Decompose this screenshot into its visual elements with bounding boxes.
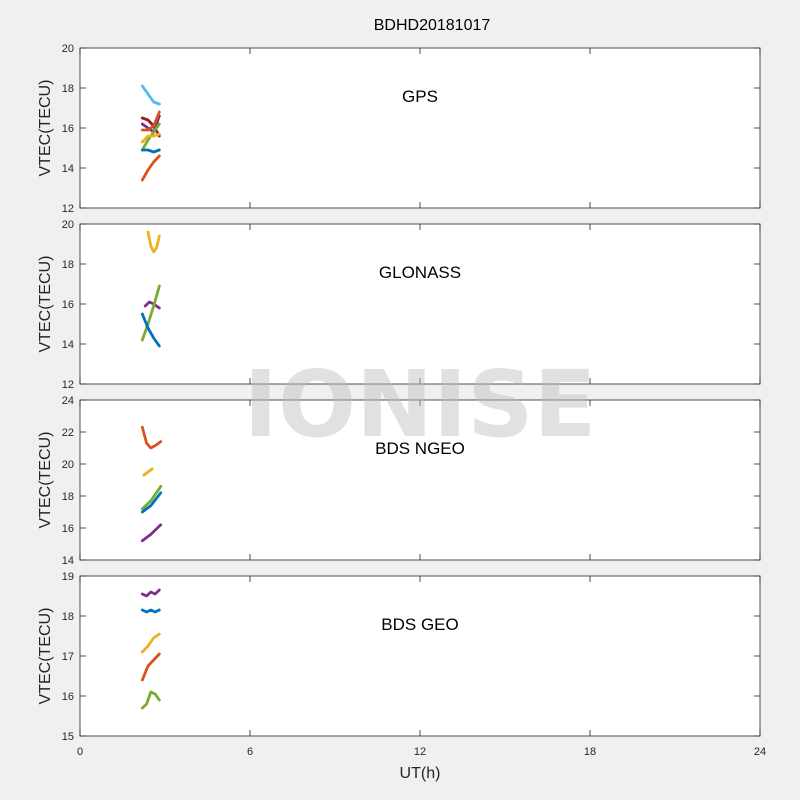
x-tick-label: 24 bbox=[754, 746, 766, 758]
y-tick-label: 16 bbox=[62, 299, 74, 311]
y-axis-label: VTEC(TECU) bbox=[37, 256, 54, 353]
y-tick-label: 15 bbox=[62, 731, 74, 743]
y-tick-label: 20 bbox=[62, 219, 74, 231]
panel-title: GPS bbox=[402, 87, 438, 106]
series-line-3 bbox=[140, 114, 161, 134]
series-line-2 bbox=[140, 116, 161, 138]
series-line-1 bbox=[140, 588, 161, 598]
series-line-2 bbox=[142, 467, 154, 477]
series-line-3 bbox=[140, 484, 163, 511]
watermark: IONISE bbox=[244, 351, 597, 458]
y-tick-label: 19 bbox=[62, 571, 74, 583]
y-tick-label: 14 bbox=[62, 555, 74, 567]
y-tick-label: 14 bbox=[62, 163, 74, 175]
panel-title: BDS GEO bbox=[381, 615, 458, 634]
y-axis-label: VTEC(TECU) bbox=[37, 432, 54, 529]
y-tick-label: 18 bbox=[62, 611, 74, 623]
series-line-3 bbox=[140, 632, 161, 654]
series-line-5 bbox=[140, 523, 163, 543]
plot-area bbox=[79, 575, 761, 737]
series-line-4 bbox=[140, 491, 163, 514]
y-tick-label: 12 bbox=[62, 203, 74, 215]
series-line-8 bbox=[140, 154, 161, 182]
panels: 12 14 16 18 20 VTEC(TECU) GPS 12 14 16 18 20 VTEC(TE… bbox=[37, 43, 766, 758]
x-tick-label: 18 bbox=[584, 746, 596, 758]
y-tick-label: 12 bbox=[62, 379, 74, 391]
y-tick-label: 16 bbox=[62, 523, 74, 535]
series-line-1 bbox=[140, 425, 163, 450]
y-tick-label: 20 bbox=[62, 459, 74, 471]
series-line-1 bbox=[140, 84, 161, 106]
y-tick-label: 24 bbox=[62, 395, 74, 407]
y-tick-label: 18 bbox=[62, 491, 74, 503]
series-line-2 bbox=[140, 608, 161, 614]
plot-area bbox=[79, 399, 761, 561]
y-tick-label: 16 bbox=[62, 123, 74, 135]
panel-2: 12 14 16 18 20 VTEC(TECU) GLONASS bbox=[37, 219, 761, 391]
panel-3: 14 16 18 20 22 24 VTEC(TECU) BDS NGEO bbox=[37, 395, 761, 567]
y-tick-label: 18 bbox=[62, 259, 74, 271]
y-tick-label: 20 bbox=[62, 43, 74, 55]
x-axis-label: UT(h) bbox=[400, 765, 441, 782]
y-tick-label: 22 bbox=[62, 427, 74, 439]
y-tick-label: 18 bbox=[62, 83, 74, 95]
x-tick-label: 6 bbox=[247, 746, 253, 758]
panel-title: GLONASS bbox=[379, 263, 461, 282]
x-tick-label: 0 bbox=[77, 746, 83, 758]
figure-title: BDHD20181017 bbox=[374, 17, 491, 34]
panel-title: BDS NGEO bbox=[375, 439, 465, 458]
series-line-3 bbox=[140, 284, 161, 342]
series-line-4 bbox=[140, 110, 161, 132]
plot-area bbox=[79, 47, 761, 209]
x-tick-label: 12 bbox=[414, 746, 426, 758]
series-line-4 bbox=[140, 652, 161, 682]
series-line-2 bbox=[143, 300, 161, 310]
y-axis-label: VTEC(TECU) bbox=[37, 80, 54, 177]
y-axis-label: VTEC(TECU) bbox=[37, 608, 54, 705]
y-tick-label: 17 bbox=[62, 651, 74, 663]
series-line-5 bbox=[140, 690, 161, 710]
series-line-1 bbox=[146, 230, 161, 254]
series-line-6 bbox=[140, 132, 161, 144]
panel-1: 12 14 16 18 20 VTEC(TECU) GPS bbox=[37, 43, 761, 215]
y-tick-label: 16 bbox=[62, 691, 74, 703]
panel-4: 15 16 17 18 19 0 6 12 18 24 VTEC(TECU) BDS GEO bbox=[37, 571, 766, 758]
y-tick-label: 14 bbox=[62, 339, 74, 351]
series-line-7 bbox=[140, 148, 161, 154]
series-line-4 bbox=[140, 312, 161, 348]
